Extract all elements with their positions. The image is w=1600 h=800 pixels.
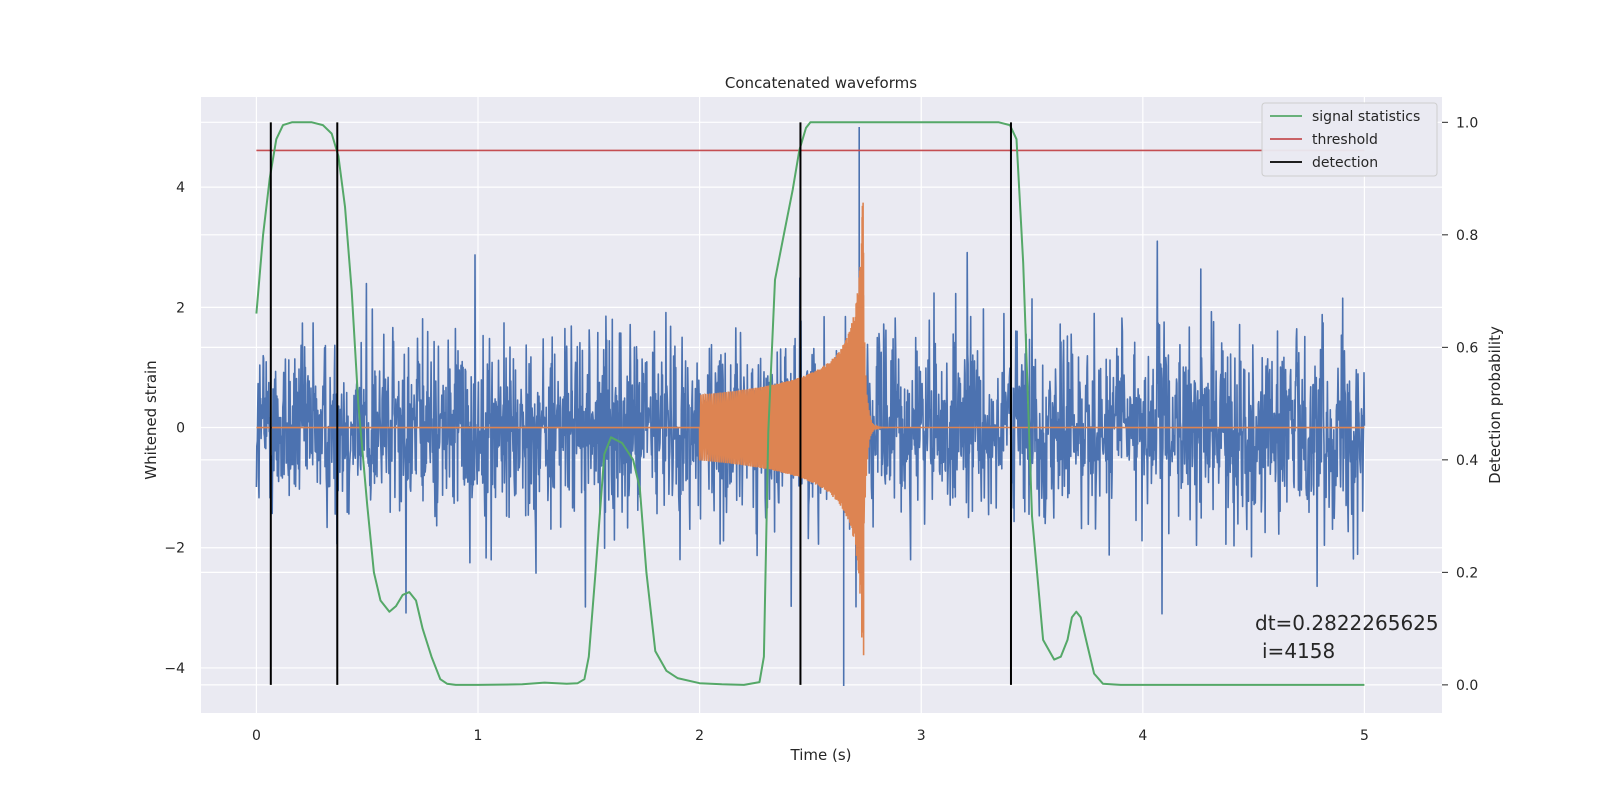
detection-series xyxy=(269,122,1012,685)
x-tick-label: 5 xyxy=(1360,728,1369,744)
x-axis-label: Time (s) xyxy=(790,746,852,764)
y2-tick-label: 0.8 xyxy=(1456,228,1478,244)
legend: signal statistics threshold detection xyxy=(1261,102,1438,177)
annotation-dt: dt=0.2822265625 xyxy=(1255,611,1439,635)
y2-tick-label: 0.2 xyxy=(1456,565,1478,581)
x-tick-label: 0 xyxy=(252,728,261,744)
axis-ticks: 0 1 2 3 4 5 −4 −2 0 2 4 0.0 0.2 0.4 0.6 0.8 1.0 xyxy=(164,115,1478,744)
y2-axis-label: Detection probability xyxy=(1486,326,1504,484)
y2-tick-label: 0.0 xyxy=(1456,678,1478,694)
signal-statistics-series xyxy=(255,121,1365,686)
y-tick-label: 2 xyxy=(176,300,185,316)
signal-statistics-line xyxy=(255,121,1365,686)
y2-tick-label: 0.6 xyxy=(1456,340,1478,356)
legend-label-detection: detection xyxy=(1312,155,1378,171)
x-tick-label: 3 xyxy=(917,728,926,744)
legend-box xyxy=(1261,102,1438,177)
x-tick-label: 4 xyxy=(1138,728,1147,744)
y-tick-label: −2 xyxy=(164,541,185,557)
y2-tick-label: 1.0 xyxy=(1456,115,1478,131)
x-tick-label: 1 xyxy=(474,728,483,744)
template-line xyxy=(256,202,1365,656)
template-series xyxy=(256,202,1365,656)
y2-tick-label: 0.4 xyxy=(1456,453,1478,469)
y-axis-label: Whitened strain xyxy=(142,360,160,479)
chart-title: Concatenated waveforms xyxy=(725,74,917,92)
annotation-i: i=4158 xyxy=(1262,639,1335,663)
x-tick-label: 2 xyxy=(695,728,704,744)
y-tick-label: 4 xyxy=(176,180,185,196)
legend-label-signal-statistics: signal statistics xyxy=(1312,109,1420,125)
legend-label-threshold: threshold xyxy=(1312,132,1378,148)
y-tick-label: −4 xyxy=(164,661,185,677)
y-tick-label: 0 xyxy=(176,421,185,437)
